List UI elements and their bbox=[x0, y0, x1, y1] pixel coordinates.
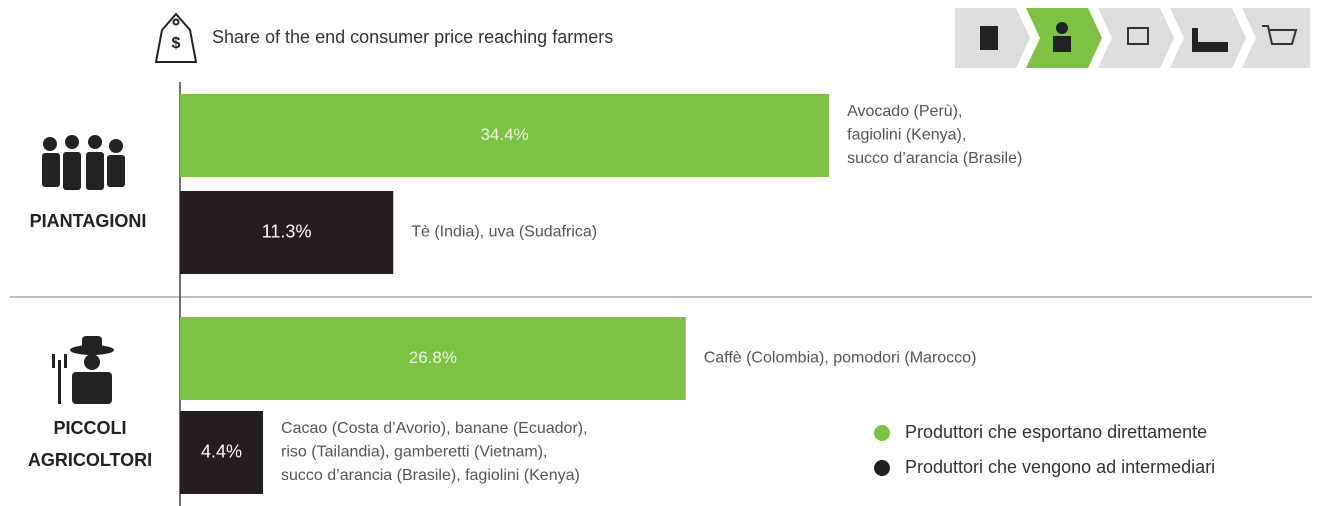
annotation: fagiolini (Kenya), bbox=[847, 127, 966, 144]
tag-icon bbox=[154, 12, 198, 63]
group-label: PIANTAGIONI bbox=[29, 211, 147, 231]
bar bbox=[180, 94, 830, 177]
annotation: succo d’arancia (Brasile) bbox=[847, 150, 1022, 167]
tag-dollar: $ bbox=[172, 35, 181, 52]
value-label: 11.3% bbox=[262, 221, 312, 241]
bar bbox=[180, 191, 394, 274]
group-label: PICCOLI AGRICOLTORI bbox=[27, 418, 153, 470]
plantation-icon bbox=[42, 135, 125, 190]
annotation: Avocado (Perù), bbox=[847, 103, 962, 120]
legend-marker bbox=[874, 460, 890, 476]
chart-title: Share of the end consumer price reaching… bbox=[212, 27, 613, 47]
value-label: 34.4% bbox=[480, 125, 528, 144]
annotation: Caffè (Colombia), pomodori (Marocco) bbox=[704, 350, 977, 367]
stage-chevrons bbox=[955, 8, 1310, 68]
bar bbox=[180, 317, 686, 400]
bar bbox=[180, 411, 264, 494]
legend-label: Produttori che vengono ad intermediari bbox=[905, 457, 1215, 477]
value-label: 4.4% bbox=[201, 441, 242, 461]
annotation: Tè (India), uva (Sudafrica) bbox=[411, 224, 597, 241]
annotation: Cacao (Costa d’Avorio), banane (Ecuador)… bbox=[281, 420, 588, 437]
legend-marker bbox=[874, 425, 890, 441]
farmer-icon bbox=[52, 336, 114, 404]
annotation: succo d’arancia (Brasile), fagiolini (Ke… bbox=[281, 467, 580, 484]
value-label: 26.8% bbox=[409, 348, 457, 367]
legend-label: Produttori che esportano direttamente bbox=[905, 422, 1207, 442]
annotation: riso (Tailandia), gamberetti (Vietnam), bbox=[281, 444, 547, 461]
